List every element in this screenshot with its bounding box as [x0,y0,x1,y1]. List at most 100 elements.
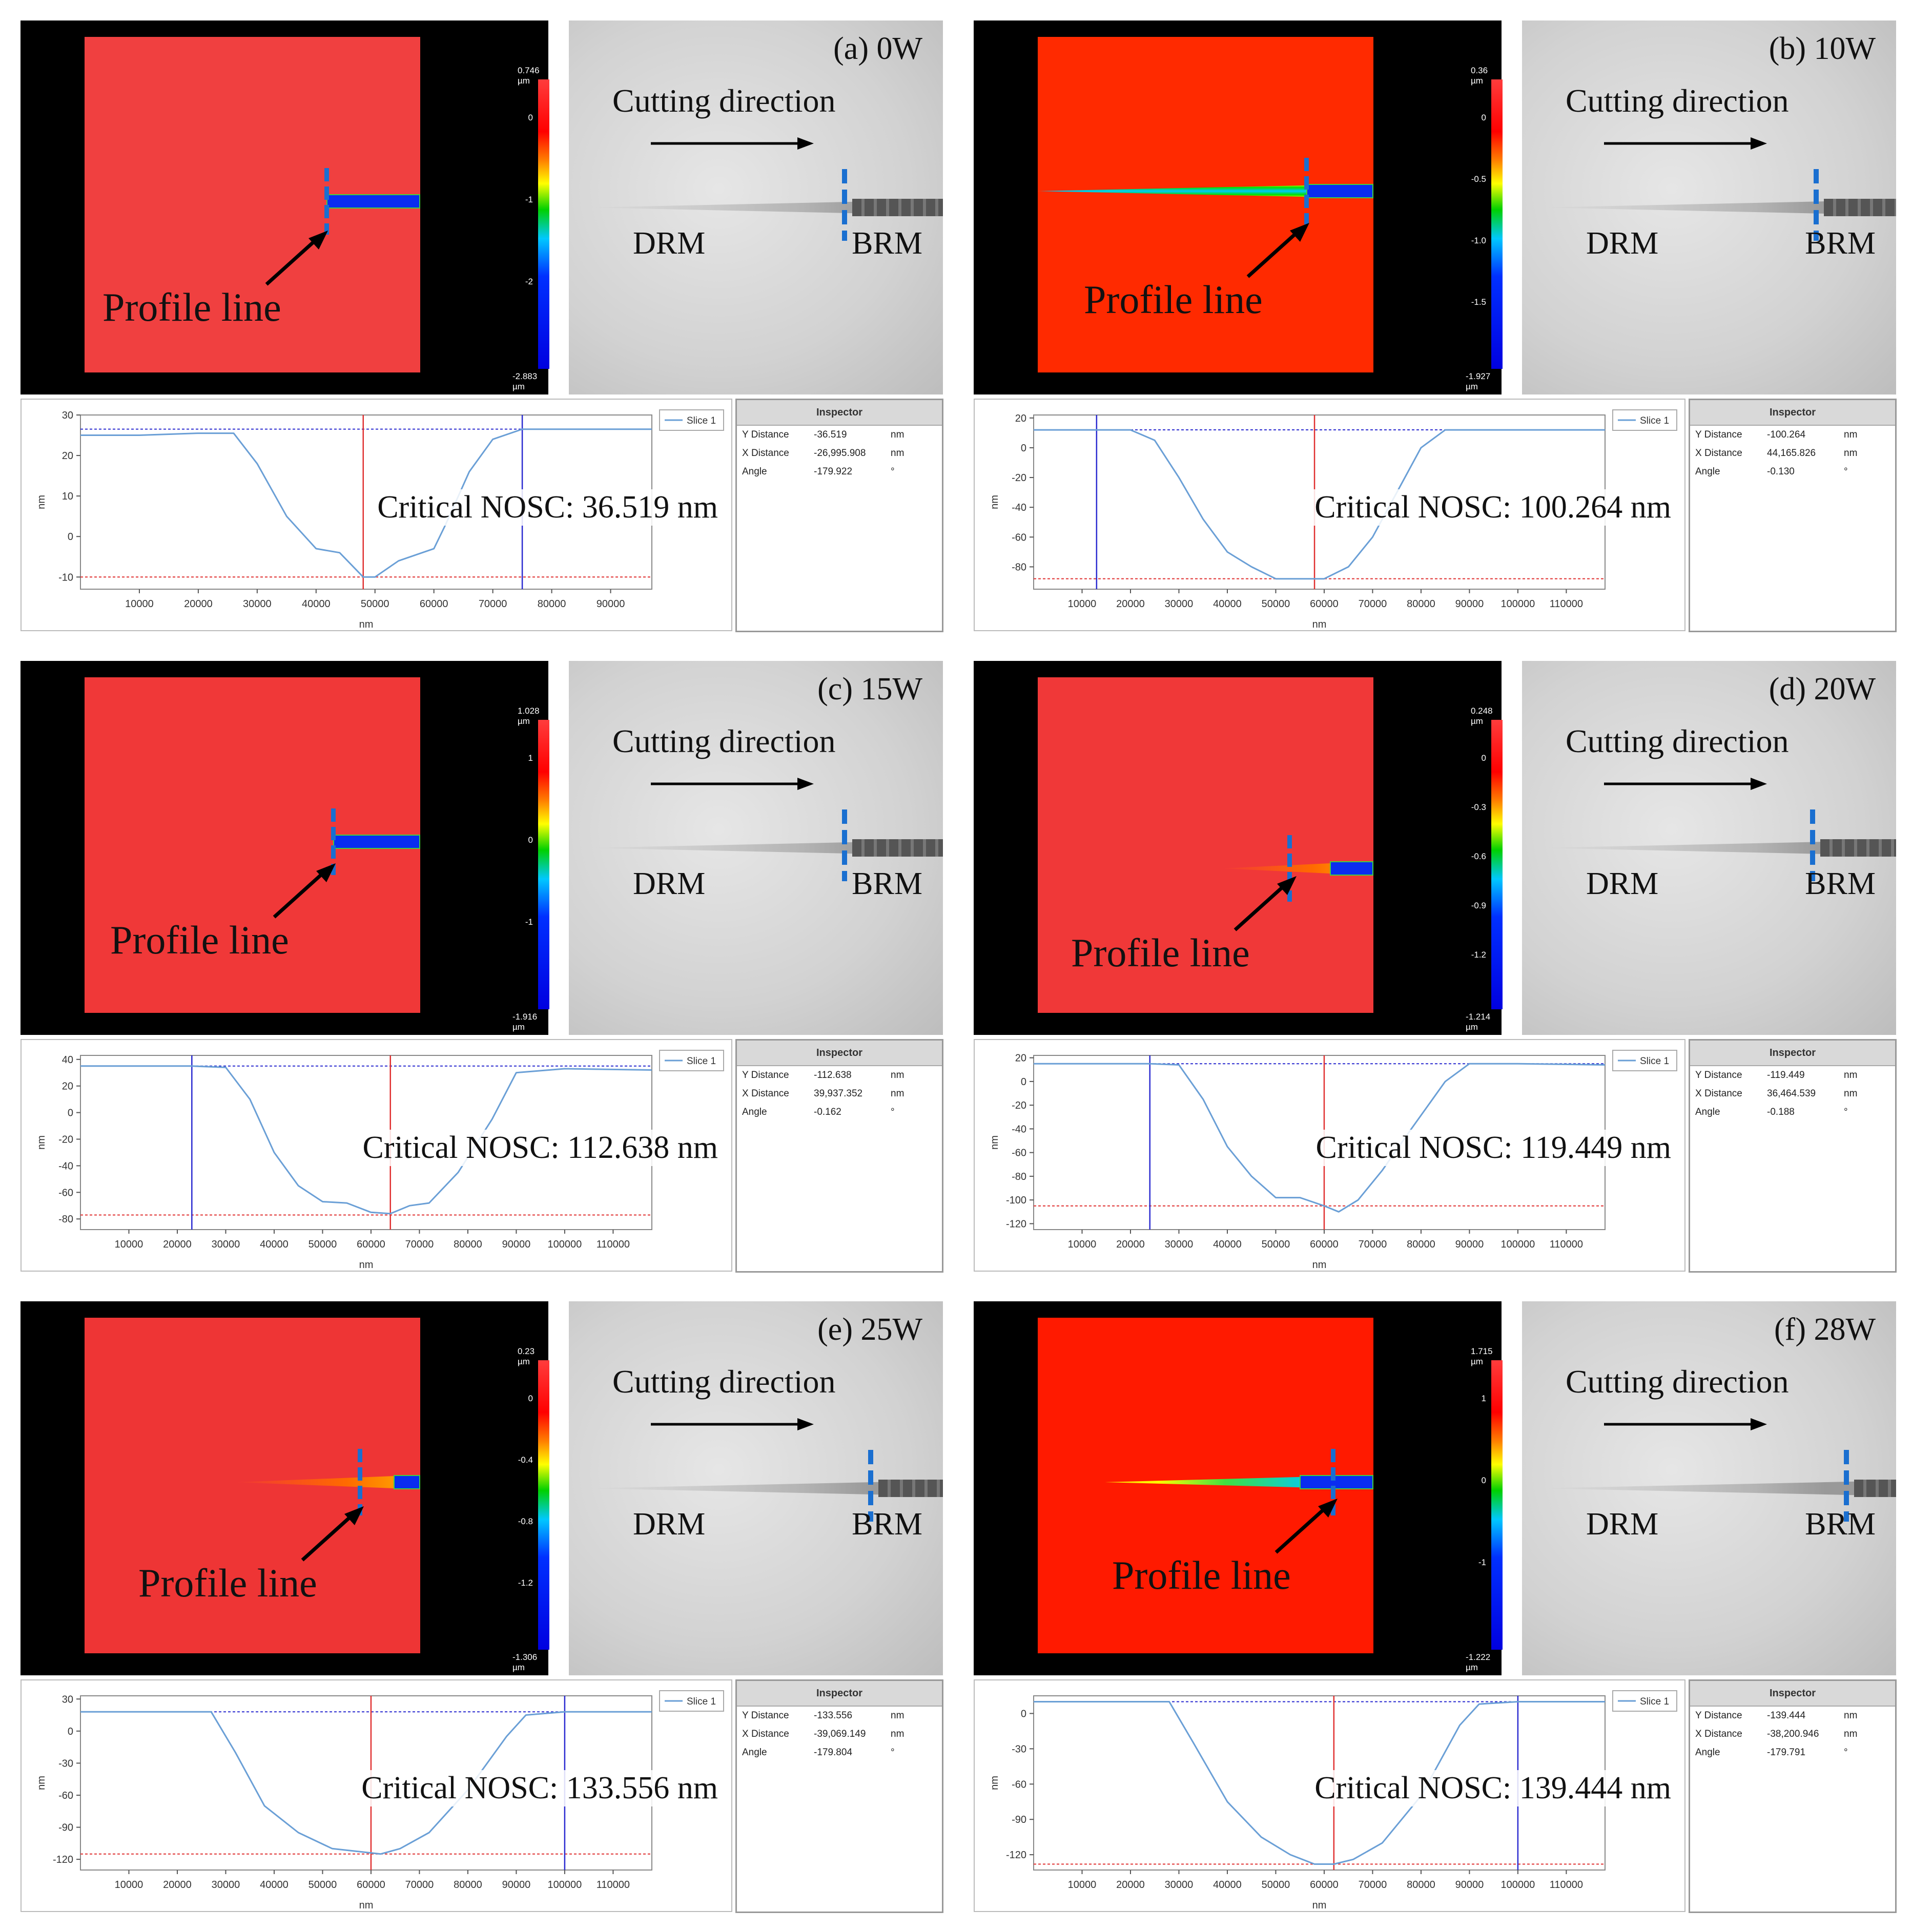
colorbar-tick: 0 [1481,1476,1486,1485]
x-tick-label: 40000 [260,1239,289,1250]
inspector-row-unit: nm [891,1710,904,1721]
x-axis-label: nm [359,1900,374,1911]
inspector-row-value: -0.130 [1767,466,1795,477]
inspector-title: Inspector [737,400,942,426]
micrograph-marker [842,169,847,241]
colorbar-bottom-label: -2.883 µm [512,371,538,391]
y-tick-label: -10 [58,572,73,583]
profile-line-marker [1287,835,1292,902]
legend-label: Slice 1 [1640,416,1669,426]
colorbar-top-label: 0.248 µm [1471,706,1493,726]
x-tick-label: 50000 [1262,1879,1290,1891]
x-tick-label: 20000 [163,1879,192,1891]
inspector-row-label: Y Distance [742,1710,789,1721]
brm-label: BRM [1805,866,1876,901]
colorbar-tick: 0 [1481,753,1486,763]
x-axis-label: nm [1312,1259,1327,1271]
drm-label: DRM [1586,226,1659,261]
inspector-row-unit: ° [1844,466,1848,477]
profile-line-label: Profile line [110,918,289,962]
critical-nosc-value: 119.449 nm [1520,1130,1671,1165]
x-tick-label: 20000 [163,1239,192,1250]
critical-nosc-prefix: Critical NOSC: [361,1771,559,1805]
legend: Slice 1 [659,409,724,431]
inspector-row-label: Y Distance [1695,1070,1742,1081]
cutting-direction-arrow [1604,778,1767,790]
y-axis-label: nm [989,1776,1000,1790]
inspector-row-unit: nm [1844,1710,1858,1721]
micrograph: (e) 25W Cutting direction DRM BRM [569,1301,943,1675]
critical-nosc-prefix: Critical NOSC: [1314,490,1512,525]
x-tick-label: 40000 [260,1879,289,1891]
profile-chart: 10000 20000 30000 40000 50000 60000 70000 80000… [989,409,1677,630]
inspector-row-unit: nm [1844,429,1858,440]
inspector-row-value: -26,995.908 [814,448,866,459]
inspector-row-value: -39,069.149 [814,1729,866,1739]
x-tick-label: 90000 [1455,598,1484,610]
x-tick-label: 30000 [1165,598,1194,610]
critical-nosc-prefix: Critical NOSC: [377,490,574,525]
inspector-row-unit: ° [891,1747,895,1758]
x-tick-label: 10000 [115,1239,143,1250]
colorbar [538,79,549,369]
cutting-direction-label: Cutting direction [612,723,836,759]
cutting-direction-arrow [651,1418,814,1430]
y-axis-label: nm [36,1776,47,1790]
micrograph-marker [868,1450,873,1522]
inspector-panel: Inspector Y Distance -139.444 nm X Distance -… [1689,1679,1897,1913]
inspector-row-unit: ° [1844,1747,1848,1758]
cutting-direction-label: Cutting direction [1566,1363,1789,1400]
colorbar [1491,79,1503,369]
colorbar-tick: -0.3 [1471,802,1486,812]
x-tick-label: 100000 [1501,1239,1535,1250]
y-tick-label: -80 [1012,562,1026,573]
inspector-row: Angle -0.162 ° [737,1103,942,1121]
y-tick-label: -120 [53,1854,73,1865]
cutting-direction-label: Cutting direction [612,1363,836,1400]
profile-plot: 10000 20000 30000 40000 50000 60000 70000 80000… [20,399,732,631]
x-tick-label: 90000 [597,598,625,610]
brm-trace [326,194,420,209]
brm-scratch [1854,1480,1896,1497]
x-tick-label: 30000 [212,1239,240,1250]
x-tick-label: 100000 [548,1239,582,1250]
brm-label: BRM [1805,1507,1876,1542]
y-tick-label: 30 [62,1694,73,1705]
profile-arrow [1246,223,1309,278]
y-tick-label: 0 [1021,1076,1026,1088]
colorbar-top-label: 0.23 µm [518,1346,535,1366]
colorbar-tick: 0 [528,835,533,845]
brm-trace [394,1475,420,1489]
brm-label: BRM [852,226,922,261]
inspector-row-value: -139.444 [1767,1710,1806,1721]
x-tick-label: 70000 [1359,598,1387,610]
x-tick-label: 60000 [357,1239,385,1250]
inspector-title: Inspector [737,1681,942,1707]
panel-title: (f) 28W [1774,1312,1876,1347]
micrograph: (b) 10W Cutting direction DRM BRM [1522,20,1896,394]
x-tick-label: 110000 [597,1239,630,1250]
colorbar-tick: 1 [528,753,533,763]
profile-series-line [1034,1701,1605,1865]
profile-plot: 10000 20000 30000 40000 50000 60000 70000 80000… [974,399,1685,631]
height-map: 0.36 µm -1.927 µm 0 -0.5 -1.0 -1.5 [974,20,1503,394]
profile-chart: 10000 20000 30000 40000 50000 60000 70000 80000… [36,1050,724,1271]
inspector-row-unit: nm [891,1729,904,1739]
profile-arrow [301,1506,364,1562]
y-tick-label: 20 [62,1081,73,1092]
colorbar-tick: -0.5 [1471,174,1486,184]
inspector-row-label: X Distance [1695,1729,1742,1739]
critical-nosc: Critical NOSC: 133.556 nm [358,1770,721,1806]
height-map: 1.715 µm -1.222 µm 1 0 -1 [974,1301,1503,1675]
height-map: 0.248 µm -1.214 µm 0 -0.3 -0.6 -0.9 -1.2 [974,661,1503,1035]
inspector-row-value: -100.264 [1767,429,1806,440]
profile-arrow [265,231,328,286]
profile-line-label: Profile line [102,285,281,329]
inspector-row: Angle -0.130 ° [1690,463,1895,481]
x-tick-label: 70000 [405,1879,434,1891]
inspector-row-unit: nm [891,429,904,440]
y-axis-label: nm [989,1135,1000,1150]
profile-chart: 10000 20000 30000 40000 50000 60000 70000 80000… [36,409,724,630]
colorbar-tick: -0.8 [518,1516,533,1526]
profile-line-marker [324,168,329,235]
